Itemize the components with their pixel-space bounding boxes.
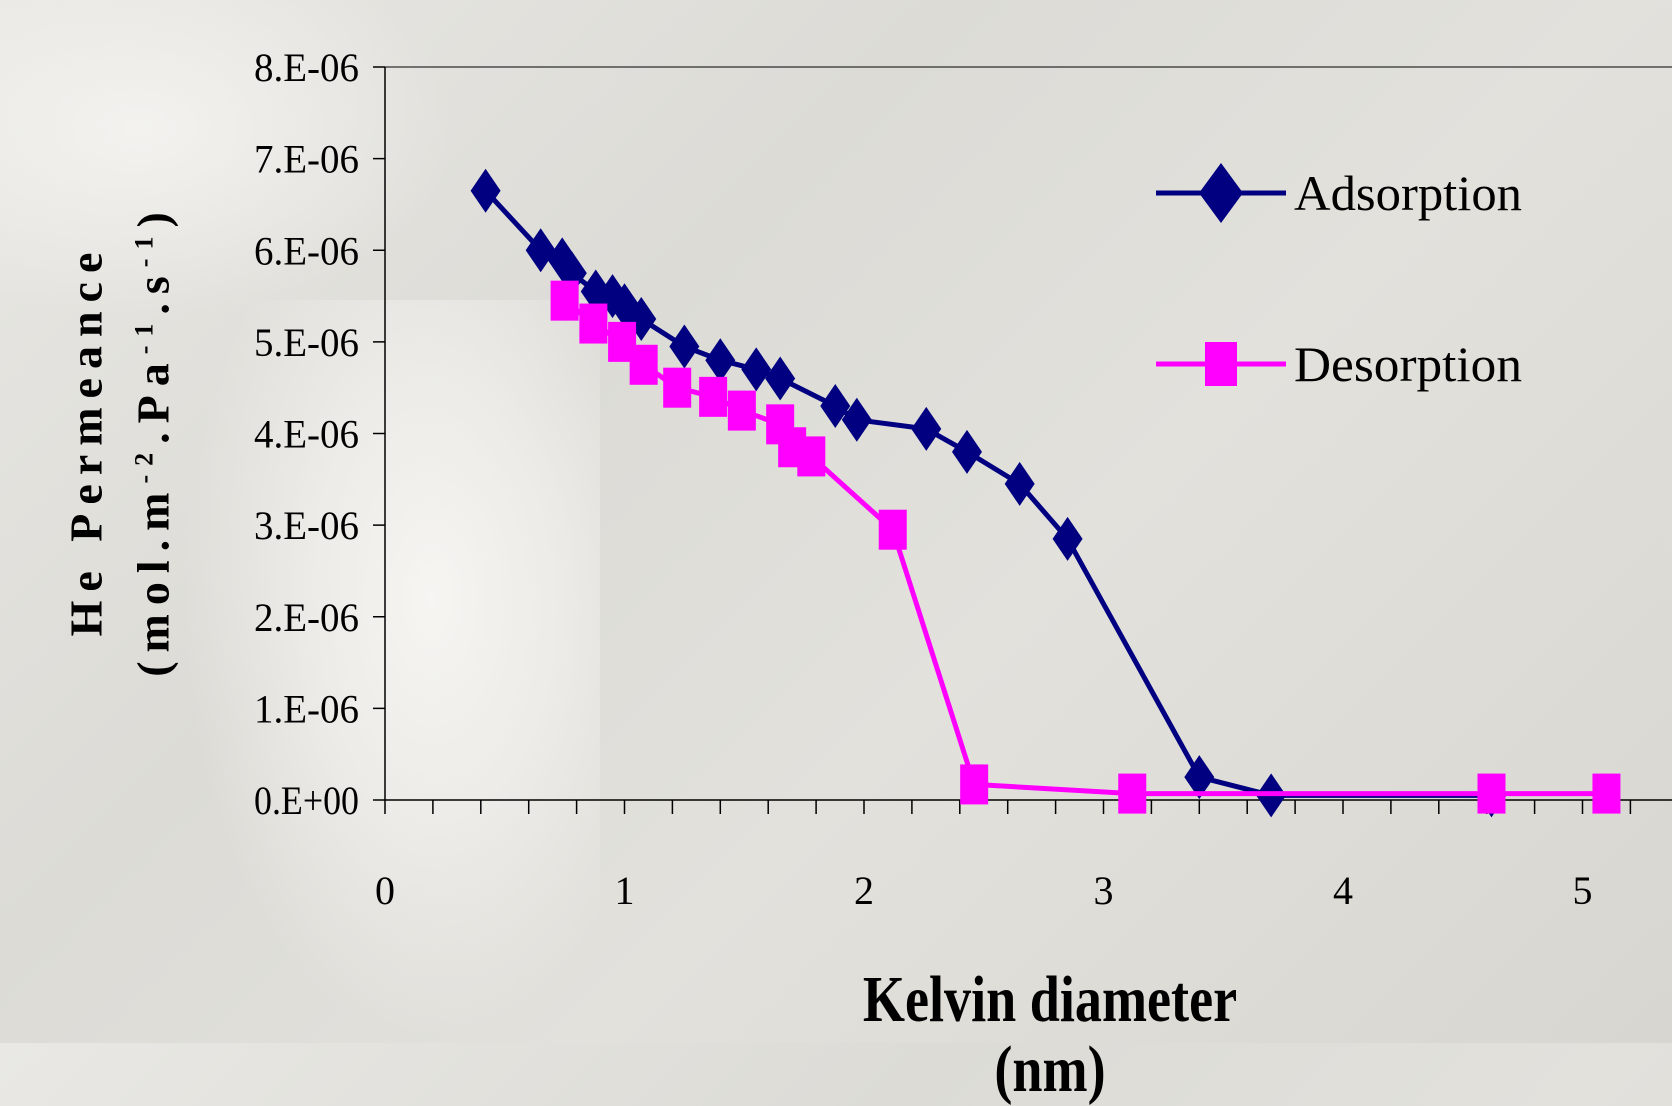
data-point xyxy=(669,324,700,369)
x-tick-label: 5 xyxy=(1573,868,1593,913)
data-point xyxy=(727,390,756,431)
series-layer xyxy=(470,168,1621,818)
data-point xyxy=(1592,773,1621,814)
legend: Adsorption Desorption xyxy=(1156,163,1522,392)
y-tick-label: 5.E-06 xyxy=(254,320,359,365)
x-tick-label: 1 xyxy=(615,868,635,913)
background-highlight xyxy=(0,0,460,320)
data-point xyxy=(550,280,579,321)
data-point xyxy=(1477,773,1506,814)
data-point xyxy=(705,338,736,383)
data-point xyxy=(525,228,556,273)
legend-item-desorption: Desorption xyxy=(1156,336,1522,392)
x-tick-label: 3 xyxy=(1094,868,1114,913)
x-tick-label: 2 xyxy=(854,868,874,913)
background-highlight xyxy=(180,300,600,1043)
legend-label: Adsorption xyxy=(1294,165,1522,221)
data-point xyxy=(741,347,772,392)
series-adsorption xyxy=(470,168,1507,818)
data-point xyxy=(820,384,851,429)
data-point xyxy=(911,406,942,451)
y-tick-label: 4.E-06 xyxy=(254,412,359,457)
series-line xyxy=(483,189,1492,798)
y-tick-label: 2.E-06 xyxy=(254,595,359,640)
x-tick-label: 0 xyxy=(375,868,395,913)
data-point xyxy=(579,303,608,344)
axes: 0.E+00 1.E-06 2.E-06 3.E-06 4.E-06 5.E-06 6.E-… xyxy=(254,45,1672,913)
legend-marker xyxy=(1199,163,1243,223)
data-point xyxy=(841,397,872,442)
y-tick-label: 1.E-06 xyxy=(254,686,359,731)
data-point xyxy=(1118,773,1147,814)
y-tick-label: 7.E-06 xyxy=(254,137,359,182)
data-point xyxy=(1052,516,1083,561)
data-point xyxy=(470,168,501,213)
chart-plot: 0.E+00 1.E-06 2.E-06 3.E-06 4.E-06 5.E-06 6.E-… xyxy=(254,45,1672,913)
y-tick-label: 6.E-06 xyxy=(254,228,359,273)
data-point xyxy=(629,344,658,385)
series-desorption xyxy=(550,280,1621,814)
data-point xyxy=(663,367,692,408)
legend-label: Desorption xyxy=(1294,336,1522,392)
data-point xyxy=(699,376,728,417)
y-tick-label: 0.E+00 xyxy=(254,778,359,823)
y-tick-label: 3.E-06 xyxy=(254,503,359,548)
data-point xyxy=(1184,755,1215,800)
data-point xyxy=(951,429,982,474)
data-point xyxy=(797,436,826,477)
y-tick-label: 8.E-06 xyxy=(254,45,359,90)
legend-marker xyxy=(1205,342,1237,386)
data-point xyxy=(1004,461,1035,506)
data-point xyxy=(765,356,796,401)
data-point xyxy=(878,509,907,550)
x-tick-label: 4 xyxy=(1333,868,1353,913)
data-point xyxy=(960,764,989,805)
legend-item-adsorption: Adsorption xyxy=(1156,163,1522,223)
